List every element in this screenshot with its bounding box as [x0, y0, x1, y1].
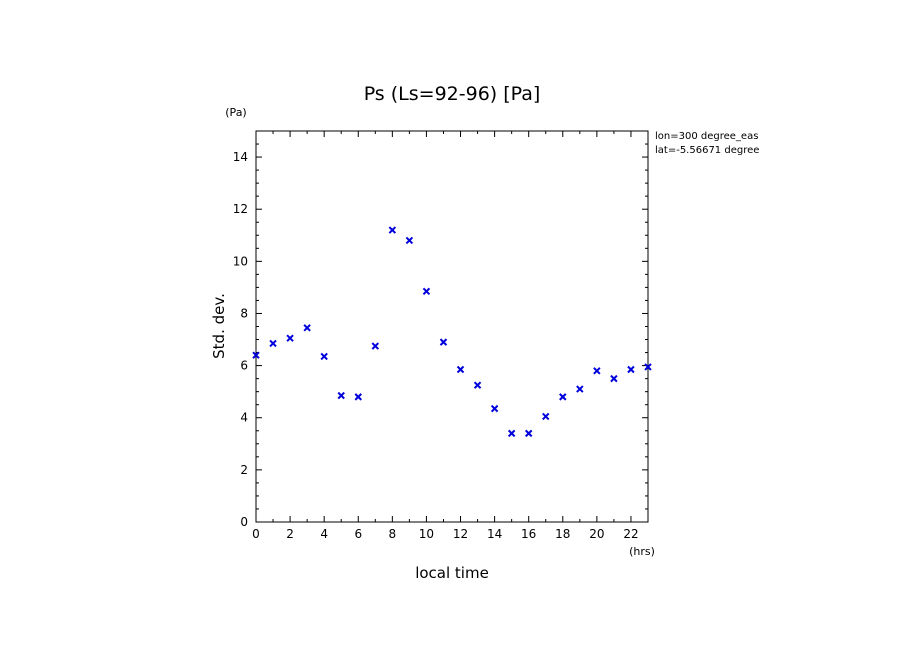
x-tick-label: 8	[389, 527, 397, 541]
x-axis-label: local time	[415, 564, 489, 582]
y-tick-label: 10	[233, 254, 248, 268]
annotation-lon: lon=300 degree_eas	[655, 131, 758, 142]
data-point	[473, 381, 482, 389]
x-tick-label: 6	[354, 527, 362, 541]
x-tick-label: 20	[589, 527, 604, 541]
data-point	[507, 429, 516, 438]
y-tick-label: 2	[240, 463, 248, 477]
y-tick-label: 12	[233, 202, 248, 216]
data-point	[542, 412, 550, 421]
data-point	[456, 365, 465, 374]
y-tick-label: 8	[240, 306, 248, 320]
x-tick-label: 4	[320, 527, 328, 541]
data-point	[627, 365, 635, 374]
data-point	[422, 287, 431, 296]
data-point	[388, 226, 397, 234]
data-point	[559, 393, 567, 401]
data-point	[371, 342, 380, 350]
data-point	[576, 385, 584, 393]
chart-title: Ps (Ls=92-96) [Pa]	[364, 83, 541, 105]
x-tick-label: 22	[623, 527, 638, 541]
x-tick-label: 14	[487, 527, 502, 541]
y-tick-label: 0	[240, 515, 248, 529]
data-point	[593, 367, 601, 375]
plot-frame	[255, 130, 649, 523]
data-point	[405, 236, 414, 245]
y-tick-label: 6	[240, 359, 248, 373]
x-tick-label: 2	[286, 527, 294, 541]
tick-labels: 0 2 4 6 8 10 12 14 16 18 20 22 0 2 4 6 8 10 12 14	[233, 150, 639, 541]
data-point	[303, 324, 311, 332]
x-unit-label: (hrs)	[629, 545, 655, 558]
data-points	[252, 226, 652, 438]
data-point	[354, 393, 362, 401]
data-point	[286, 334, 294, 342]
y-tick-label: 4	[240, 411, 248, 425]
y-axis-label: Std. dev.	[210, 293, 228, 359]
y-unit-label: (Pa)	[225, 106, 246, 119]
x-tick-label: 0	[252, 527, 260, 541]
data-point	[610, 374, 618, 383]
data-point	[490, 404, 499, 413]
x-tick-label: 10	[419, 527, 434, 541]
data-point	[439, 338, 448, 346]
x-tick-label: 12	[453, 527, 468, 541]
data-point	[644, 363, 652, 371]
data-point	[252, 351, 260, 359]
annotation-lat: lat=-5.56671 degree	[655, 145, 759, 156]
data-point	[269, 339, 277, 348]
data-point	[337, 391, 345, 400]
data-point	[320, 352, 328, 361]
data-point	[524, 429, 533, 438]
x-tick-label: 18	[555, 527, 570, 541]
x-tick-label: 16	[521, 527, 536, 541]
y-tick-label: 14	[233, 150, 248, 164]
axis-ticks	[255, 130, 649, 523]
